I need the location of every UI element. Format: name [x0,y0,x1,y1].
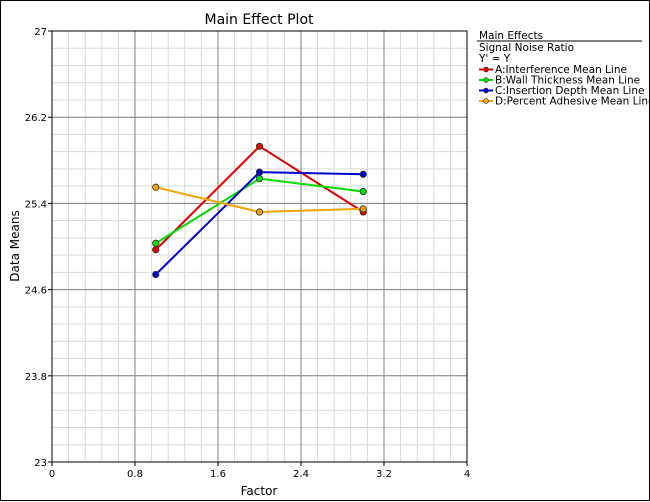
x-tick-label: 2.4 [293,469,309,480]
legend-subtitle-2: Y' = Y [478,53,511,65]
data-point [152,239,160,247]
x-tick-label: 0 [49,469,55,480]
legend-item-label: A:Interference Mean Line [495,64,627,76]
legend-swatch-marker [483,98,489,104]
data-point [359,187,367,196]
chart-title: Main Effect Plot [205,12,315,28]
x-axis-label: Factor [241,484,278,498]
data-point [359,170,367,178]
series-4 [152,183,367,216]
x-tick-label: 4 [464,469,470,480]
data-point [152,270,160,279]
legend-item: C:Insertion Depth Mean Line [479,85,644,97]
legend-swatch-marker [483,77,489,83]
y-tick-label: 23 [34,458,47,469]
legend-swatch-marker [483,87,489,94]
x-tick-label: 1.6 [210,469,226,480]
y-tick-label: 27 [34,27,47,38]
y-tick-label: 24.6 [25,286,47,297]
plot-background [52,31,467,462]
data-point [255,175,264,183]
x-tick-label: 3.2 [376,469,392,480]
y-tick-label: 23.8 [25,372,47,383]
y-tick-label: 25.4 [25,199,47,210]
x-tick-label: 0.8 [127,469,143,480]
plot-border [51,30,468,463]
legend-item-label: B:Wall Thickness Mean Line [495,75,640,87]
data-point [359,205,367,213]
series-3 [152,168,367,279]
data-point [152,183,160,191]
legend-item-label: D:Percent Adhesive Mean Line [495,96,650,108]
y-tick-label: 26.2 [25,113,47,124]
data-point [255,142,264,150]
data-point [152,246,160,254]
legend-swatch-marker [483,66,489,73]
y-tick-labels: 23 23.8 24.6 25.4 26.2 27 [25,27,52,469]
legend-item: A:Interference Mean Line [479,64,627,76]
legend-item: B:Wall Thickness Mean Line [479,75,640,87]
data-point [255,208,264,216]
legend-item-label: C:Insertion Depth Mean Line [495,85,644,97]
y-axis-label: Data Means [8,210,22,281]
series-1 [152,142,367,254]
legend: Main Effects Signal Noise Ratio Y' = Y A… [477,30,650,108]
legend-subtitle-1: Signal Noise Ratio [479,42,574,54]
series-2 [152,175,367,247]
legend-item: D:Percent Adhesive Mean Line [479,96,650,108]
legend-title: Main Effects [479,30,543,42]
x-tick-labels: 0 0.8 1.6 2.4 3.2 4 [49,462,470,480]
data-point [255,168,264,176]
series-layer [152,142,367,279]
